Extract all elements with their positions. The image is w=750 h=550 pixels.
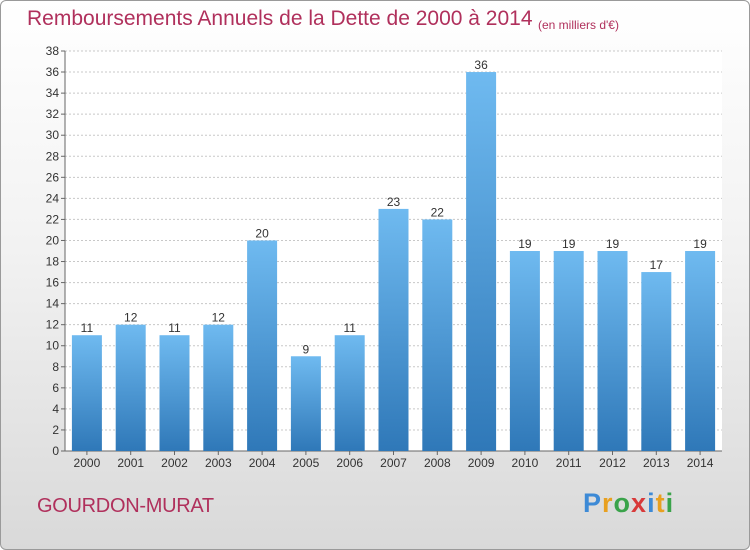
y-tick-label: 4	[52, 402, 59, 416]
bar	[422, 219, 453, 451]
y-tick-label: 16	[46, 276, 60, 290]
data-label: 12	[124, 311, 138, 325]
logo-letter: i	[665, 488, 675, 518]
y-tick-label: 18	[46, 255, 60, 269]
data-label: 19	[606, 237, 620, 251]
proxiti-logo: Proxiti	[583, 488, 674, 519]
x-tick-label: 2006	[336, 456, 363, 470]
x-tick-label: 2002	[161, 456, 188, 470]
bar	[115, 324, 146, 451]
logo-letter: i	[647, 488, 656, 518]
data-label: 19	[562, 237, 576, 251]
y-tick-label: 14	[46, 297, 60, 311]
x-tick-label: 2009	[468, 456, 495, 470]
y-tick-label: 22	[46, 212, 60, 226]
x-tick-label: 2008	[424, 456, 451, 470]
y-tick-label: 32	[46, 107, 60, 121]
bar	[71, 335, 102, 451]
bar	[685, 251, 716, 451]
data-label: 19	[518, 237, 532, 251]
y-tick-label: 26	[46, 170, 60, 184]
x-tick-label: 2004	[249, 456, 276, 470]
bar	[203, 324, 234, 451]
commune-name: GOURDON-MURAT	[37, 495, 214, 517]
data-label: 11	[168, 321, 181, 335]
y-tick-label: 36	[46, 65, 60, 79]
data-label: 17	[650, 258, 664, 272]
y-tick-label: 6	[52, 381, 59, 395]
data-label: 22	[431, 205, 445, 219]
data-label: 12	[212, 311, 226, 325]
x-tick-label: 2014	[687, 456, 714, 470]
bar	[509, 251, 540, 451]
bar	[466, 72, 497, 451]
y-tick-label: 10	[46, 339, 60, 353]
bar	[553, 251, 584, 451]
bar	[334, 335, 365, 451]
logo-letter: P	[583, 488, 603, 518]
x-tick-label: 2011	[556, 456, 582, 470]
data-label: 9	[303, 342, 310, 356]
x-tick-label: 2010	[512, 456, 539, 470]
bars	[71, 72, 716, 451]
data-label: 11	[81, 321, 94, 335]
y-tick-label: 24	[46, 191, 60, 205]
logo-letter: x	[631, 488, 648, 518]
x-tick-label: 2000	[74, 456, 101, 470]
y-tick-label: 12	[46, 318, 60, 332]
data-label: 36	[474, 58, 488, 72]
logo-letter: t	[655, 488, 666, 518]
chart-title: Remboursements Annuels de la Dette de 20…	[27, 7, 533, 30]
bar	[378, 208, 409, 451]
data-label: 20	[255, 226, 269, 240]
logo-letter: r	[602, 488, 614, 518]
bar	[641, 272, 672, 451]
y-tick-label: 0	[52, 444, 59, 458]
y-tick-label: 38	[46, 44, 60, 58]
x-tick-label: 2013	[643, 456, 670, 470]
data-label: 19	[693, 237, 707, 251]
x-tick-label: 2003	[205, 456, 232, 470]
y-tick-label: 8	[52, 360, 59, 374]
bar	[247, 240, 278, 451]
logo-letter: o	[613, 488, 632, 518]
data-label: 23	[387, 195, 401, 209]
y-tick-label: 30	[46, 128, 60, 142]
x-tick-label: 2005	[293, 456, 320, 470]
x-tick-label: 2012	[599, 456, 626, 470]
x-tick-label: 2001	[117, 456, 144, 470]
bar	[290, 356, 321, 451]
y-tick-label: 20	[46, 233, 60, 247]
data-labels: 11 12 11 12 20 9 11 23 22 36 19 19 19 17 19	[81, 58, 707, 356]
y-tick-label: 34	[46, 86, 60, 100]
bar	[159, 335, 190, 451]
bar	[597, 251, 628, 451]
data-label: 11	[343, 321, 356, 335]
y-tick-label: 2	[52, 423, 59, 437]
y-tick-label: 28	[46, 149, 60, 163]
chart-subtitle: (en milliers d'€)	[538, 18, 619, 32]
x-tick-label: 2007	[380, 456, 407, 470]
